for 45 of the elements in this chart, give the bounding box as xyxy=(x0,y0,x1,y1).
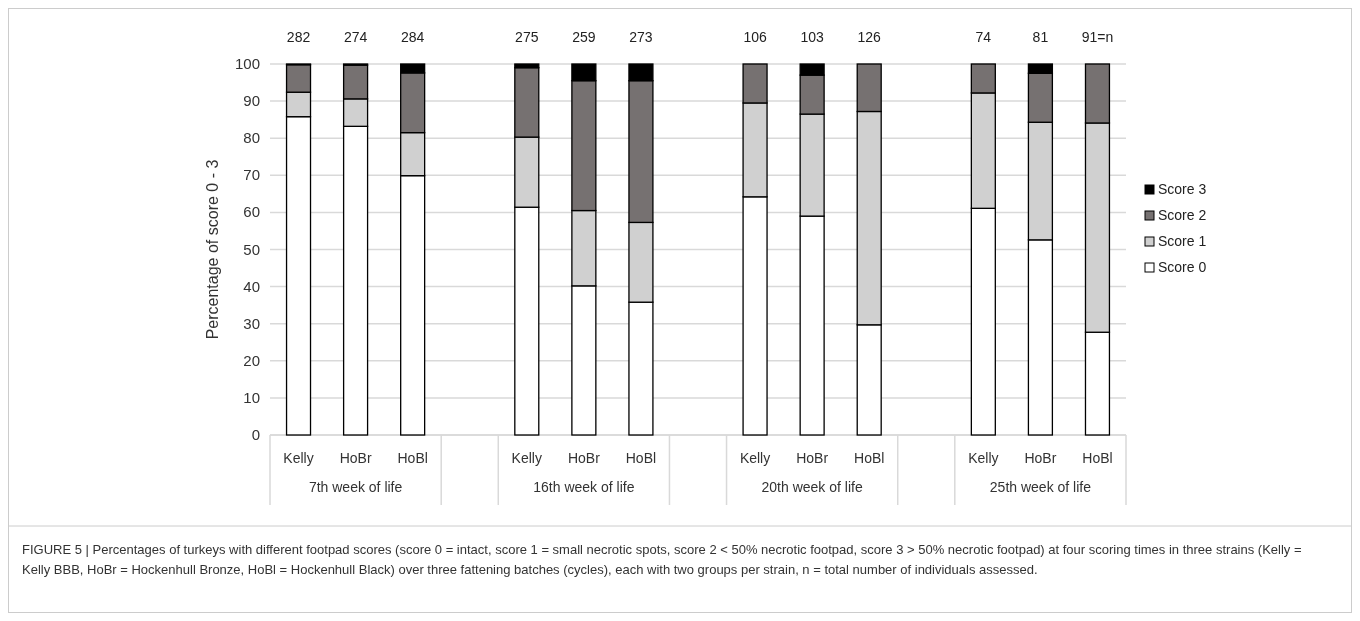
y-axis-title: Percentage of score 0 - 3 xyxy=(204,159,221,340)
y-tick-label: 30 xyxy=(243,314,260,332)
legend-label: Score 0 xyxy=(1158,259,1207,275)
text: 91=n xyxy=(1081,29,1114,45)
text: 103 xyxy=(800,29,825,45)
x-tick-label: Kelly xyxy=(968,450,999,466)
y-tick-label: 80 xyxy=(243,129,260,147)
text: 106 xyxy=(743,29,767,45)
text: 16th week of life xyxy=(533,479,635,495)
y-tick-label: 40 xyxy=(243,277,260,295)
y-tick-label: 90 xyxy=(243,92,260,110)
x-tick-label: HoBr xyxy=(567,450,601,466)
y-tick-label: 20 xyxy=(243,351,260,369)
text: 81 xyxy=(1032,29,1049,45)
text: 274 xyxy=(343,29,368,45)
x-tick-label: HoBl xyxy=(397,450,428,466)
text: 25th week of life xyxy=(989,479,1092,495)
text: 259 xyxy=(572,29,596,45)
y-tick-label: 50 xyxy=(243,240,260,258)
x-tick-label: HoBr xyxy=(1024,450,1057,466)
y-tick-label: 70 xyxy=(243,166,260,184)
legend-label: Score 2 xyxy=(1158,207,1207,223)
text: 20th week of life xyxy=(761,479,863,495)
text: 282 xyxy=(286,29,311,45)
text: 273 xyxy=(629,29,653,45)
text: 284 xyxy=(400,29,425,45)
caption: FIGURE 5 | Percentages of turkeys with different footpad scores (score 0 = intact, score 1 = small necrotic spots, score 2 < 50% necrotic footpad, score 3 > 50% necrotic footpad) at four scoring times in three strains (Kelly = Kelly BBB, HoBr = Hockenhull Bronze, HoBl = Hockenhull Black) over three fattening batches (cycles), each with two groups per strain, n = total number of individuals assessed. xyxy=(22,542,1302,577)
text: 74 xyxy=(975,29,992,45)
x-tick-label: HoBl xyxy=(854,450,885,466)
y-tick-label: 10 xyxy=(243,388,260,406)
x-tick-label: Kelly xyxy=(739,450,771,466)
x-tick-label: Kelly xyxy=(511,450,542,466)
x-tick-label: HoBl xyxy=(1082,450,1113,466)
legend-label: Score 1 xyxy=(1158,233,1207,249)
text: 275 xyxy=(515,29,539,45)
x-tick-label: Kelly xyxy=(283,450,314,466)
legend-label: Score 3 xyxy=(1158,181,1207,197)
y-tick-label: 60 xyxy=(243,203,260,221)
x-tick-label: HoBr xyxy=(796,450,829,466)
y-tick-label: 0 xyxy=(251,426,260,443)
text: 7th week of life xyxy=(308,479,403,495)
y-tick-label: 100 xyxy=(234,55,260,72)
text: 126 xyxy=(857,29,882,45)
x-tick-label: HoBr xyxy=(339,450,372,466)
x-tick-label: HoBl xyxy=(625,450,657,466)
